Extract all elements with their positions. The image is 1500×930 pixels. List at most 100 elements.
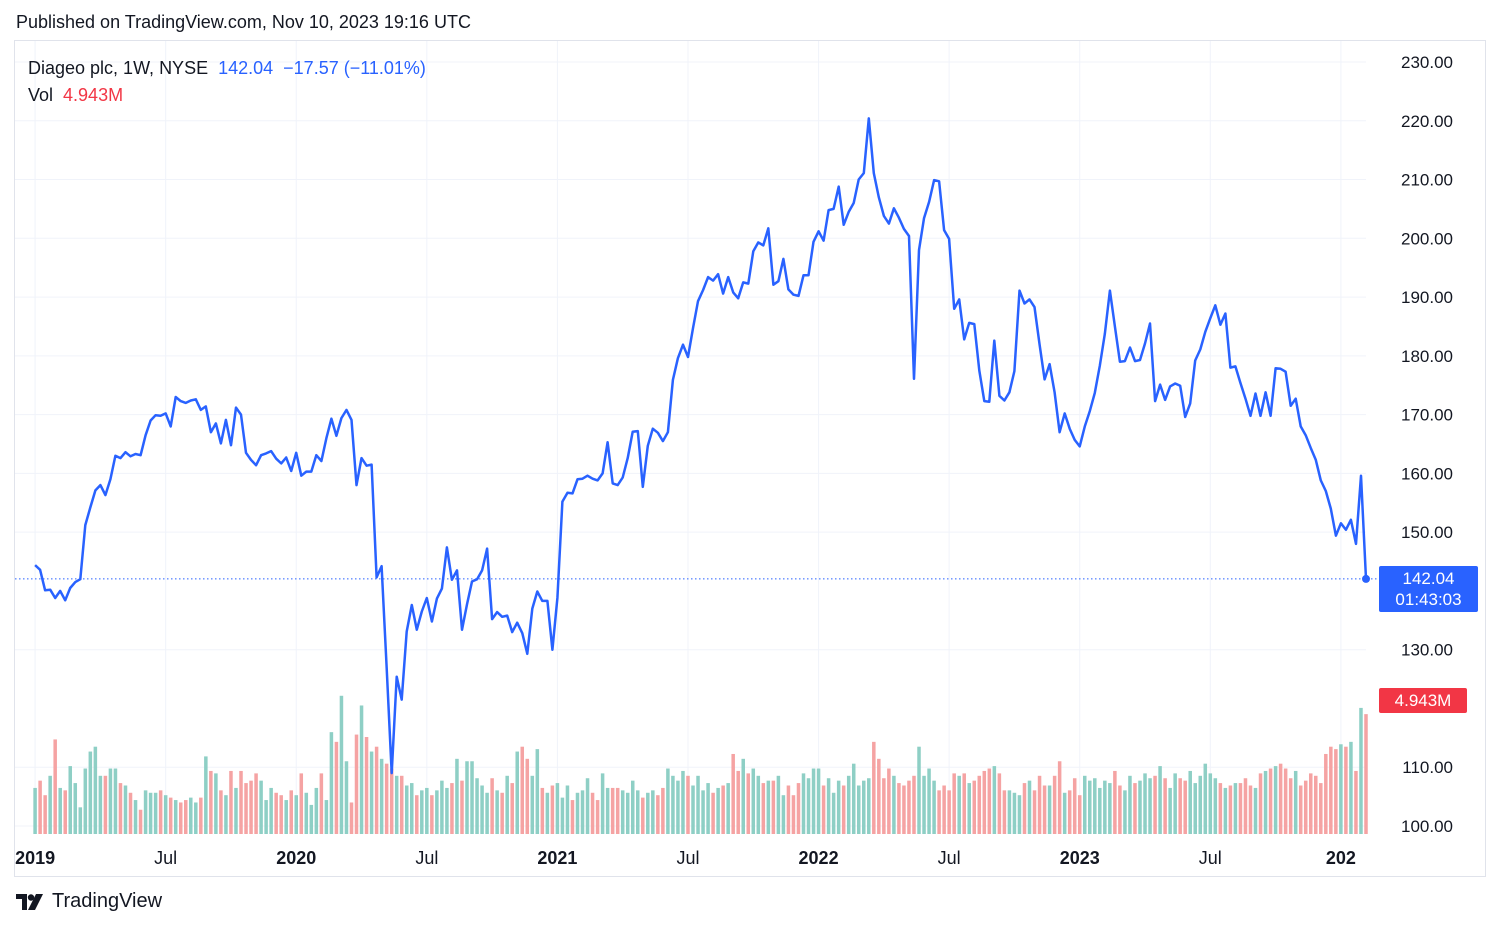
- volume-bar: [766, 780, 771, 834]
- volume-bar: [625, 792, 630, 834]
- volume-bar: [731, 753, 735, 834]
- volume-bar: [1253, 787, 1258, 834]
- volume-bar: [1072, 778, 1077, 834]
- volume-bar: [88, 751, 93, 834]
- volume-bar: [892, 775, 896, 834]
- y-tick-label: 170.00: [1401, 406, 1453, 425]
- volume-bar: [364, 737, 369, 834]
- volume-bar: [816, 768, 821, 834]
- volume-bar: [1203, 763, 1208, 834]
- volume-bar: [1173, 773, 1177, 834]
- volume-bar: [701, 790, 705, 834]
- volume-bar: [1288, 778, 1293, 834]
- volume-bar: [600, 773, 605, 834]
- volume-bar: [254, 773, 258, 834]
- volume-bar: [856, 785, 861, 834]
- price-line[interactable]: [34, 117, 1368, 775]
- volume-bar: [902, 785, 906, 834]
- volume-bar: [862, 780, 866, 834]
- volume-bar: [329, 732, 334, 834]
- volume-bar: [500, 792, 504, 834]
- volume-bar: [274, 792, 278, 834]
- volume-bar: [942, 785, 946, 834]
- volume-bar: [681, 770, 685, 834]
- volume-bar: [259, 780, 263, 834]
- volume-bar: [962, 773, 966, 834]
- volume-bar: [505, 775, 509, 834]
- legend: Diageo plc, 1W, NYSE 142.04 −17.57 (−11.…: [28, 55, 426, 109]
- volume-bar: [425, 787, 429, 834]
- volume-bar: [440, 780, 444, 834]
- volume-bar: [1138, 780, 1142, 834]
- volume-bar: [1002, 790, 1007, 834]
- volume-bar: [68, 766, 73, 834]
- volume-bar: [334, 741, 339, 834]
- price-line-group: [15, 117, 1378, 775]
- volume-bar: [610, 787, 615, 834]
- last-price-tag: 142.04 01:43:03: [1379, 566, 1478, 612]
- volume-bar: [249, 780, 253, 834]
- volume-bar: [1303, 780, 1308, 834]
- volume-bar: [992, 766, 997, 834]
- volume-bar: [189, 797, 193, 834]
- volume-bar: [394, 775, 399, 834]
- volume-bar: [168, 797, 173, 834]
- volume-bar: [615, 787, 620, 834]
- volume-bar: [922, 775, 926, 834]
- volume-bar: [299, 773, 304, 834]
- volume-bar: [686, 775, 690, 834]
- volume-bar: [535, 749, 540, 834]
- volume-bar: [199, 797, 203, 834]
- volume-bar: [836, 780, 841, 834]
- volume-bar: [726, 783, 730, 834]
- last-price-point: [1362, 574, 1370, 583]
- volume-bar: [1359, 707, 1363, 834]
- x-tick-label: Jul: [415, 848, 438, 868]
- volume-bar: [1067, 790, 1072, 834]
- volume-bar: [570, 800, 575, 834]
- tradingview-logo-icon[interactable]: [16, 893, 44, 910]
- volume-bar: [952, 773, 956, 834]
- volume-bar: [1143, 773, 1147, 834]
- volume-bar: [113, 768, 118, 834]
- volume-bar: [977, 775, 982, 834]
- volume-bar: [73, 783, 78, 834]
- volume-bar: [158, 790, 163, 834]
- x-axis[interactable]: 2019 Jul 2020 Jul 2021 Jul 2022 Jul 2023 Jul 202: [15, 848, 1356, 868]
- y-axis[interactable]: 230.00 220.00 210.00 200.00 190.00 180.00 170.…: [1401, 53, 1453, 836]
- volume-bar: [1364, 714, 1368, 834]
- volume-bar: [480, 785, 484, 834]
- y-tick-label: 210.00: [1401, 171, 1453, 190]
- volume-bar: [389, 768, 394, 834]
- volume-bar: [108, 768, 113, 834]
- volume-bar: [1233, 783, 1238, 834]
- volume-bar: [1324, 753, 1328, 834]
- legend-vol-label[interactable]: Vol: [28, 85, 54, 105]
- volume-bar: [83, 768, 88, 834]
- volume-bar: [103, 775, 108, 834]
- volume-bar: [1314, 775, 1318, 834]
- y-tick-label: 180.00: [1401, 347, 1453, 366]
- volume-bar: [435, 790, 439, 834]
- volume-bar: [1148, 778, 1152, 834]
- x-tick-label: Jul: [938, 848, 961, 868]
- volume-bar: [460, 780, 464, 834]
- volume-bar: [756, 775, 761, 834]
- grid: [15, 41, 1366, 834]
- volume-bar: [369, 751, 374, 834]
- legend-symbol[interactable]: Diageo plc, 1W, NYSE: [28, 58, 209, 78]
- volume-bar: [470, 761, 474, 834]
- volume-bar: [801, 773, 806, 834]
- volume-bar: [620, 790, 625, 834]
- y-tick-label: 150.00: [1401, 523, 1453, 542]
- volume-bar: [354, 734, 359, 834]
- y-tick-label: 200.00: [1401, 229, 1453, 248]
- volume-bar: [43, 795, 47, 834]
- tradingview-brand[interactable]: TradingView: [52, 890, 163, 912]
- volume-bar: [580, 790, 585, 834]
- legend-volume-row: Vol 4.943M: [28, 82, 426, 109]
- volume-bar: [1108, 783, 1112, 834]
- volume-bar: [1238, 783, 1243, 834]
- volume-bar: [846, 775, 851, 834]
